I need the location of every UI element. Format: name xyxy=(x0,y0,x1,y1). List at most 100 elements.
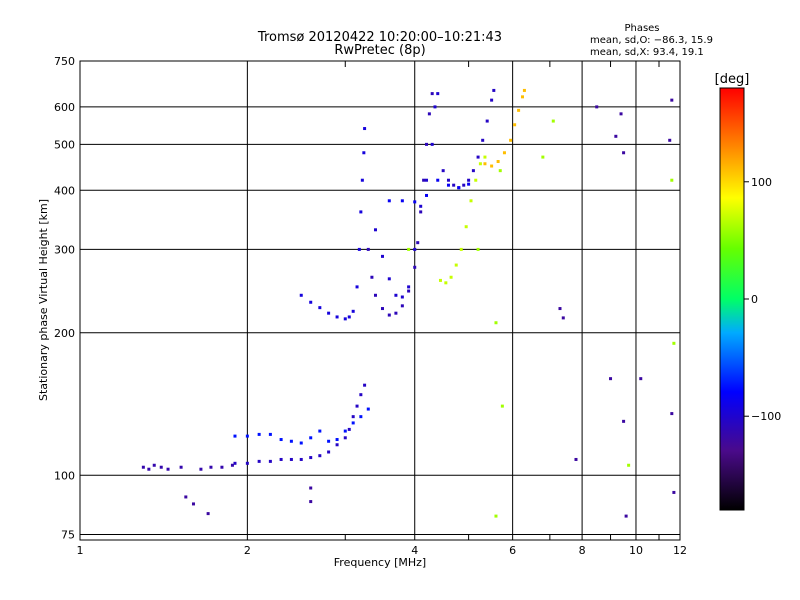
x-tick-labels: 1 2 4 6 8 10 12 xyxy=(77,544,688,557)
data-point xyxy=(351,421,355,425)
y-tick-label: 750 xyxy=(54,55,75,68)
data-point xyxy=(485,119,489,123)
data-point xyxy=(446,183,450,187)
data-point xyxy=(279,457,283,461)
data-point xyxy=(209,465,213,469)
series-x-mode-orange xyxy=(438,155,487,285)
data-point xyxy=(152,463,156,467)
data-point xyxy=(622,419,626,423)
colorbar-tick-label: 0 xyxy=(751,293,758,306)
data-point xyxy=(413,247,417,251)
data-point xyxy=(327,439,331,443)
data-point xyxy=(400,295,404,299)
data-point xyxy=(141,465,145,469)
data-point xyxy=(363,383,367,387)
series-scatter xyxy=(184,98,676,518)
data-point xyxy=(363,127,367,131)
data-point xyxy=(387,277,391,281)
data-point xyxy=(279,438,283,442)
series-e-trace-upper xyxy=(233,407,370,445)
data-point xyxy=(366,407,370,411)
data-point xyxy=(335,443,339,447)
data-point xyxy=(502,151,506,155)
y-tick-labels: 75 100 200 300 400 500 600 750 xyxy=(54,55,75,541)
data-point xyxy=(318,429,322,433)
series-f2-o-mode xyxy=(366,92,434,317)
data-point xyxy=(419,210,423,214)
data-point xyxy=(380,254,384,258)
data-point xyxy=(496,160,500,164)
data-point xyxy=(299,293,303,297)
data-point xyxy=(422,178,426,182)
data-point xyxy=(668,138,672,142)
data-point xyxy=(619,112,623,116)
data-point xyxy=(467,178,471,182)
data-point xyxy=(416,241,420,245)
data-point xyxy=(490,98,494,102)
data-point xyxy=(498,169,502,173)
data-point xyxy=(558,307,562,311)
series-e-trace-main xyxy=(233,383,367,465)
data-point xyxy=(366,247,370,251)
data-point xyxy=(199,467,203,471)
data-point xyxy=(481,138,485,142)
data-point xyxy=(452,183,456,187)
data-point xyxy=(359,393,363,397)
data-point xyxy=(394,293,398,297)
data-point xyxy=(327,311,331,315)
data-point xyxy=(373,293,377,297)
data-point xyxy=(457,186,461,190)
grid-lines xyxy=(80,61,680,540)
data-point xyxy=(309,456,313,460)
data-point xyxy=(347,427,351,431)
data-point xyxy=(425,142,429,146)
data-point xyxy=(289,457,293,461)
data-point xyxy=(478,162,482,166)
series-f-trace-far xyxy=(441,88,496,190)
data-point xyxy=(347,315,351,319)
plot-frame xyxy=(79,60,681,541)
data-point xyxy=(268,459,272,463)
data-point xyxy=(318,306,322,310)
data-point xyxy=(351,415,355,419)
data-point xyxy=(454,263,458,267)
data-points xyxy=(141,88,676,518)
data-point xyxy=(464,225,468,229)
data-point xyxy=(627,463,631,467)
data-point xyxy=(335,438,339,442)
x-tick-label: 2 xyxy=(244,544,251,557)
data-point xyxy=(517,108,521,112)
data-point xyxy=(438,278,442,282)
y-tick-label: 300 xyxy=(54,243,75,256)
data-point xyxy=(407,289,411,293)
data-point xyxy=(327,450,331,454)
data-point xyxy=(561,316,565,320)
data-point xyxy=(184,495,188,499)
stats-line-x: mean, sd,X: 93.4, 19.1 xyxy=(590,47,704,58)
data-point xyxy=(318,454,322,458)
data-point xyxy=(359,415,363,419)
data-point xyxy=(483,162,487,166)
y-tick-label: 100 xyxy=(54,469,75,482)
data-point xyxy=(351,309,355,313)
data-point xyxy=(373,228,377,232)
stats-line-o: mean, sd,O: −86.3, 15.9 xyxy=(590,35,713,46)
chart-subtitle: RwPretec (8p) xyxy=(334,43,425,58)
series-x-mode-yellow xyxy=(483,88,526,168)
data-point xyxy=(257,459,261,463)
data-point xyxy=(413,200,417,204)
data-point xyxy=(359,210,363,214)
colorbar-tick-label: 100 xyxy=(751,176,772,189)
data-point xyxy=(609,377,613,381)
data-point xyxy=(469,199,473,203)
data-point xyxy=(494,514,498,518)
data-point xyxy=(670,412,674,416)
data-point xyxy=(494,321,498,325)
data-point xyxy=(299,457,303,461)
data-point xyxy=(490,164,494,168)
data-point xyxy=(436,92,440,96)
data-point xyxy=(166,467,170,471)
series-f-trace-ledge xyxy=(387,178,471,204)
data-point xyxy=(407,285,411,289)
